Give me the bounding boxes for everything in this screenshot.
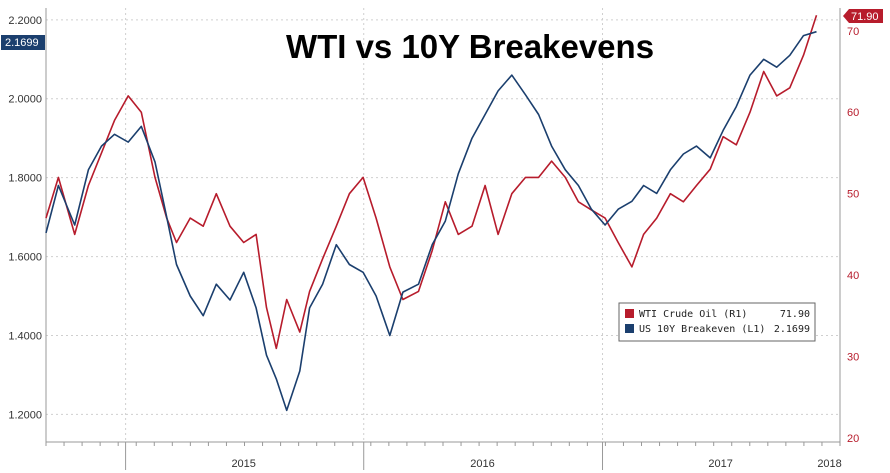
legend-swatch-breakeven xyxy=(625,324,634,333)
right-tick-label: 40 xyxy=(847,270,859,282)
right-tick-label: 20 xyxy=(847,433,859,445)
us-10y-breakeven-line xyxy=(45,30,817,412)
legend: WTI Crude Oil (R1) 71.90 US 10Y Breakeve… xyxy=(618,302,816,342)
series-layer xyxy=(45,15,818,412)
wti-crude-oil-line xyxy=(45,15,818,350)
left-last-value-badge: 2.1699 xyxy=(1,35,45,50)
left-tick-label: 1.2000 xyxy=(8,409,42,421)
legend-value-wti: 71.90 xyxy=(780,309,810,320)
right-tick-label: 30 xyxy=(847,352,859,364)
right-axis-ticks: 20 30 40 50 60 70 xyxy=(847,26,859,445)
right-tick-label: 50 xyxy=(847,189,859,201)
x-tick-label: 2015 xyxy=(231,458,255,470)
right-badge-label: 71.90 xyxy=(851,11,879,23)
x-tick-label: 2018 xyxy=(817,458,841,470)
left-tick-label: 1.4000 xyxy=(8,330,42,342)
legend-swatch-wti xyxy=(625,309,634,318)
left-axis-ticks: 1.2000 1.4000 1.6000 1.8000 2.0000 2.200… xyxy=(8,15,42,422)
left-tick-label: 2.0000 xyxy=(8,94,42,106)
legend-box xyxy=(618,302,816,342)
right-tick-label: 70 xyxy=(847,26,859,38)
x-tick-label: 2016 xyxy=(470,458,494,470)
left-tick-label: 1.6000 xyxy=(8,252,42,264)
legend-label-breakeven: US 10Y Breakeven (L1) xyxy=(639,324,765,335)
left-badge-label: 2.1699 xyxy=(5,37,39,49)
left-tick-label: 2.2000 xyxy=(8,15,42,27)
legend-value-breakeven: 2.1699 xyxy=(774,324,810,335)
left-tick-label: 1.8000 xyxy=(8,173,42,185)
left-badge-background xyxy=(1,35,45,50)
right-tick-label: 60 xyxy=(847,107,859,119)
right-badge-background xyxy=(843,9,883,23)
chart-title: WTI vs 10Y Breakevens xyxy=(286,28,654,65)
legend-label-wti: WTI Crude Oil (R1) xyxy=(639,309,747,320)
x-axis-ticks: 2015 2016 2017 2018 xyxy=(231,458,841,470)
x-tick-label: 2017 xyxy=(708,458,732,470)
right-last-value-badge: 71.90 xyxy=(843,9,883,23)
axes xyxy=(45,8,841,470)
